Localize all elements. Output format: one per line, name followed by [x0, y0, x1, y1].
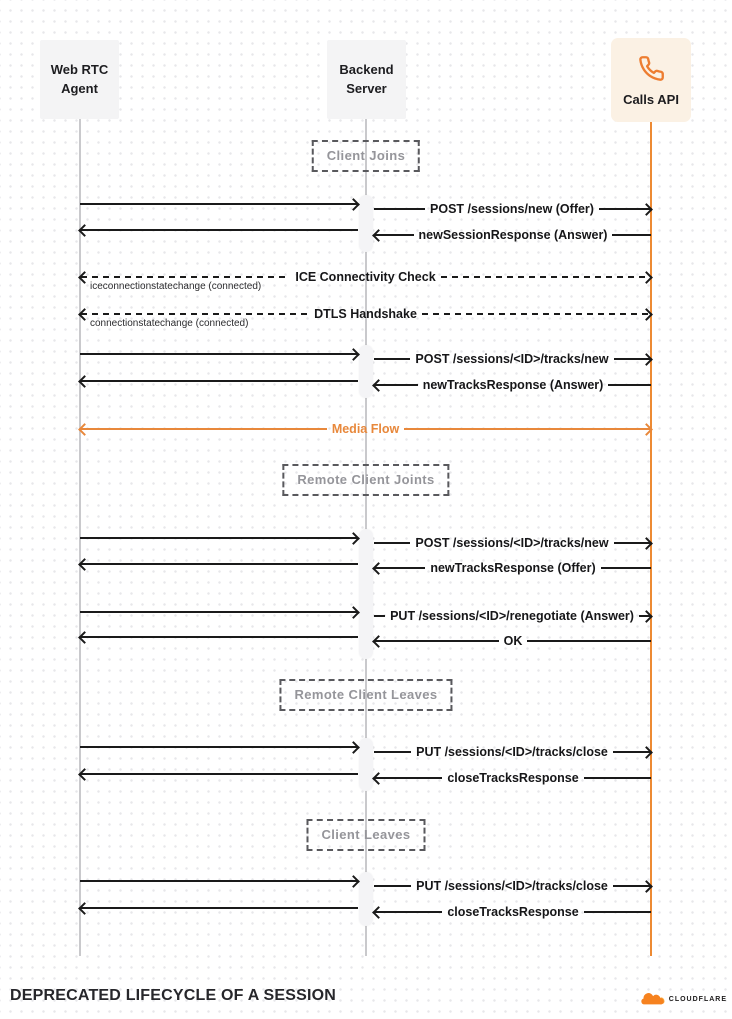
- activation-bar: [359, 345, 373, 398]
- activation-bar: [359, 195, 373, 252]
- message-ok: OK: [372, 633, 651, 649]
- section-label-remote-client-leaves: Remote Client Leaves: [279, 679, 453, 711]
- activation-bar: [359, 738, 373, 791]
- message-put-tracks-close: PUT /sessions/<ID>/tracks/close: [374, 744, 653, 760]
- actor-backend-server: Backend Server: [327, 40, 406, 119]
- note-iceconnectionstatechange: iceconnectionstatechange (connected): [90, 281, 262, 292]
- actor-webrtc-agent: Web RTC Agent: [40, 40, 119, 119]
- actor-calls-api: Calls API: [611, 38, 691, 122]
- message-post-sessions-new: POST /sessions/new (Offer): [374, 201, 653, 217]
- arrow-response-stub: [78, 900, 358, 916]
- arrow-response-stub: [78, 222, 358, 238]
- message-close-tracks-response: closeTracksResponse: [372, 770, 652, 786]
- arrow-response-stub: [78, 766, 358, 782]
- message-post-tracks-new-remote: POST /sessions/<ID>/tracks/new: [374, 535, 653, 551]
- note-connectionstatechange: connectionstatechange (connected): [90, 318, 249, 329]
- activation-bar: [359, 872, 373, 926]
- arrow-response-stub: [78, 629, 358, 645]
- cloudflare-logo: CLOUDFLARE: [641, 992, 727, 1006]
- section-label-client-joins: Client Joins: [311, 140, 421, 172]
- actor-calls-api-label: Calls API: [623, 91, 679, 107]
- arrow-response-stub: [78, 556, 358, 572]
- message-put-tracks-close-final: PUT /sessions/<ID>/tracks/close: [374, 878, 653, 894]
- section-label-remote-client-joints: Remote Client Joints: [282, 464, 450, 496]
- arrow-request-stub: [80, 873, 360, 889]
- cloudflare-cloud-icon: [641, 992, 666, 1006]
- message-dtls-handshake: DTLS Handshake: [78, 306, 653, 322]
- arrow-request-stub: [80, 196, 360, 212]
- message-new-tracks-response-offer: newTracksResponse (Offer): [372, 560, 651, 576]
- arrow-request-stub: [80, 346, 360, 362]
- section-label-client-leaves: Client Leaves: [306, 819, 426, 851]
- arrow-response-stub: [78, 373, 358, 389]
- message-ice-connectivity-check: ICE Connectivity Check: [78, 269, 653, 285]
- diagram-title: DEPRECATED LIFECYCLE OF A SESSION: [10, 987, 337, 1004]
- message-post-tracks-new: POST /sessions/<ID>/tracks/new: [374, 351, 653, 367]
- message-new-session-response: newSessionResponse (Answer): [372, 227, 652, 243]
- arrow-request-stub: [80, 530, 360, 546]
- message-close-tracks-response-final: closeTracksResponse: [372, 904, 652, 920]
- phone-icon: [638, 55, 665, 82]
- activation-bar: [359, 529, 373, 659]
- arrow-request-stub: [80, 739, 360, 755]
- cloudflare-wordmark: CLOUDFLARE: [668, 995, 727, 1003]
- message-new-tracks-response-answer: newTracksResponse (Answer): [372, 377, 651, 393]
- arrow-request-stub: [80, 604, 360, 620]
- lifeline-calls-api: [650, 122, 652, 956]
- message-media-flow: Media Flow: [78, 421, 653, 437]
- message-put-renegotiate: PUT /sessions/<ID>/renegotiate (Answer): [374, 608, 653, 624]
